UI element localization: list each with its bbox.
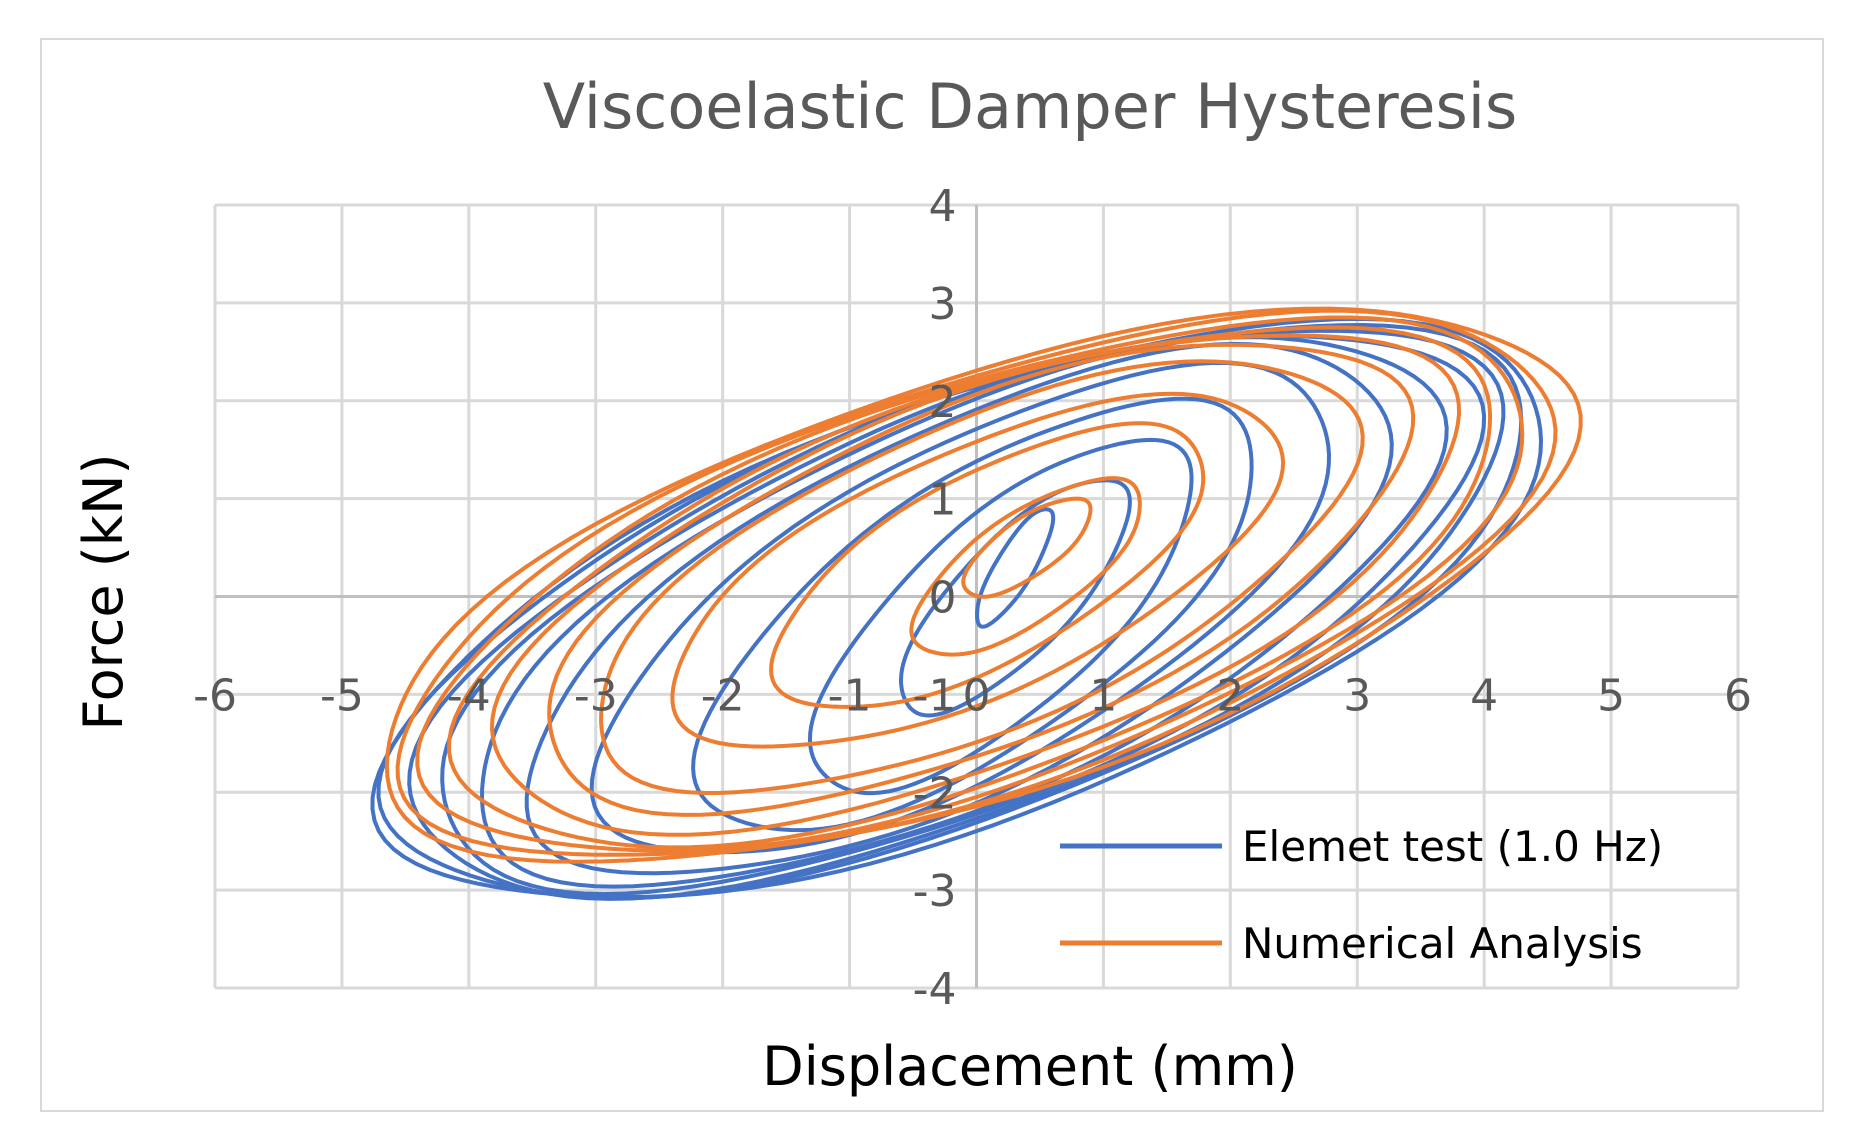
y-tick-label: 1 xyxy=(929,475,957,526)
x-tick-label: 6 xyxy=(1724,670,1752,721)
y-tick-label: 3 xyxy=(929,279,957,330)
hysteresis-loop xyxy=(370,316,1543,899)
hysteresis-loop xyxy=(691,396,1254,833)
x-tick-label: -2 xyxy=(701,670,745,721)
y-tick-label: -2 xyxy=(913,768,957,819)
legend-label: Elemet test (1.0 Hz) xyxy=(1242,822,1663,871)
hysteresis-loop xyxy=(769,421,1206,709)
x-tick-label: -6 xyxy=(193,670,237,721)
x-tick-label: -3 xyxy=(574,670,618,721)
series-numerical-analysis xyxy=(384,306,1583,864)
y-tick-label: 2 xyxy=(929,377,957,428)
y-tick-label: -3 xyxy=(913,866,957,917)
hysteresis-loop xyxy=(395,308,1558,857)
hysteresis-loop xyxy=(599,359,1365,795)
hysteresis-loop xyxy=(670,391,1286,749)
x-tick-label: 2 xyxy=(1216,670,1244,721)
x-tick-label: -4 xyxy=(447,670,491,721)
x-tick-label: -5 xyxy=(320,670,364,721)
hysteresis-loop xyxy=(415,315,1525,853)
hysteresis-loop xyxy=(909,476,1142,657)
y-tick-label: -4 xyxy=(913,964,957,1015)
x-tick-label: 5 xyxy=(1597,670,1625,721)
y-tick-label: 0 xyxy=(929,573,957,624)
hysteresis-loop xyxy=(447,325,1493,850)
x-tick-label: 3 xyxy=(1343,670,1371,721)
y-tick-label: 4 xyxy=(929,181,957,232)
x-axis-title: Displacement (mm) xyxy=(762,1035,1298,1098)
hysteresis-loop xyxy=(547,342,1416,817)
legend[interactable]: Elemet test (1.0 Hz) Numerical Analysis xyxy=(1060,822,1663,968)
legend-item-numerical-analysis[interactable]: Numerical Analysis xyxy=(1060,919,1643,968)
y-tick-label: -1 xyxy=(913,670,957,721)
legend-item-element-test[interactable]: Elemet test (1.0 Hz) xyxy=(1060,822,1663,871)
hysteresis-loop xyxy=(975,507,1056,629)
hysteresis-loop xyxy=(490,333,1461,837)
y-axis-title: Force (kN) xyxy=(72,453,135,730)
x-tick-label: 0 xyxy=(963,670,991,721)
chart-frame xyxy=(40,38,1824,1112)
hysteresis-loop xyxy=(480,335,1449,889)
legend-label: Numerical Analysis xyxy=(1242,919,1643,968)
x-tick-label: -1 xyxy=(828,670,872,721)
chart-title: Viscoelastic Damper Hysteresis xyxy=(543,70,1518,143)
series-layer xyxy=(370,306,1583,901)
x-tick-label: 4 xyxy=(1470,670,1498,721)
hysteresis-loop xyxy=(384,306,1583,864)
hysteresis-loop xyxy=(961,496,1093,599)
x-tick-label: 1 xyxy=(1089,670,1117,721)
